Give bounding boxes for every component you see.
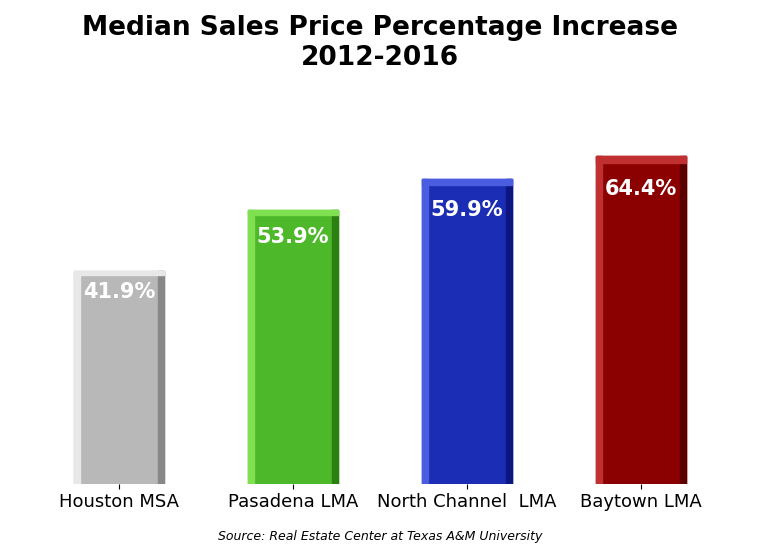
Text: 53.9%: 53.9% <box>257 227 329 247</box>
Text: 41.9%: 41.9% <box>83 282 156 302</box>
Bar <box>158 271 164 484</box>
Bar <box>679 156 686 484</box>
Bar <box>422 179 512 185</box>
Bar <box>332 209 338 484</box>
Bar <box>422 179 428 484</box>
Bar <box>74 271 164 275</box>
Bar <box>74 271 164 484</box>
Bar <box>74 271 81 484</box>
Title: Median Sales Price Percentage Increase
2012-2016: Median Sales Price Percentage Increase 2… <box>82 15 678 71</box>
Bar <box>596 156 602 484</box>
Text: 64.4%: 64.4% <box>605 179 677 199</box>
Bar <box>596 156 686 163</box>
Bar <box>505 179 512 484</box>
Bar <box>248 209 255 484</box>
Text: 59.9%: 59.9% <box>431 199 503 219</box>
Bar <box>596 156 686 484</box>
Bar <box>248 209 338 484</box>
Bar <box>422 179 512 484</box>
Bar <box>248 209 338 215</box>
Text: Source: Real Estate Center at Texas A&M University: Source: Real Estate Center at Texas A&M … <box>218 530 542 543</box>
